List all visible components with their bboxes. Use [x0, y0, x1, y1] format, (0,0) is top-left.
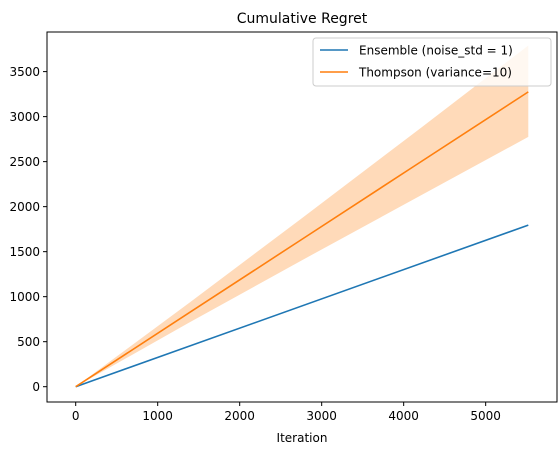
y-tick-label-0: 0	[32, 380, 40, 394]
series-line-0	[75, 224, 529, 388]
x-tick-label-2: 2000	[224, 409, 255, 423]
y-tick-label-7: 3500	[9, 65, 40, 79]
y-tick-label-2: 1000	[9, 290, 40, 304]
y-tick-label-4: 2000	[9, 200, 40, 214]
axis-ticks: 0 1000 2000 3000 4000 5000 0 500 1000 1500 2000 250…	[9, 65, 500, 423]
plot-area	[75, 45, 529, 388]
x-tick-label-4: 4000	[388, 409, 419, 423]
plot-frame	[46, 31, 558, 403]
chart-title: Cumulative Regret	[237, 11, 368, 27]
legend-box	[312, 37, 552, 87]
y-tick-label-1: 500	[17, 335, 40, 349]
x-axis-label: Iteration	[277, 431, 328, 445]
legend-label-thompson: Thompson (variance=10)	[358, 66, 512, 80]
legend: Ensemble (noise_std = 1) Thompson (varia…	[312, 37, 552, 87]
series-line-1	[75, 91, 529, 388]
legend-label-ensemble: Ensemble (noise_std = 1)	[359, 44, 513, 58]
y-tick-label-3: 1500	[9, 245, 40, 259]
x-tick-label-5: 5000	[470, 409, 501, 423]
x-tick-label-3: 3000	[306, 409, 337, 423]
y-tick-label-6: 3000	[9, 110, 40, 124]
x-tick-label-0: 0	[72, 409, 80, 423]
y-tick-label-5: 2500	[9, 155, 40, 169]
x-tick-label-1: 1000	[142, 409, 173, 423]
